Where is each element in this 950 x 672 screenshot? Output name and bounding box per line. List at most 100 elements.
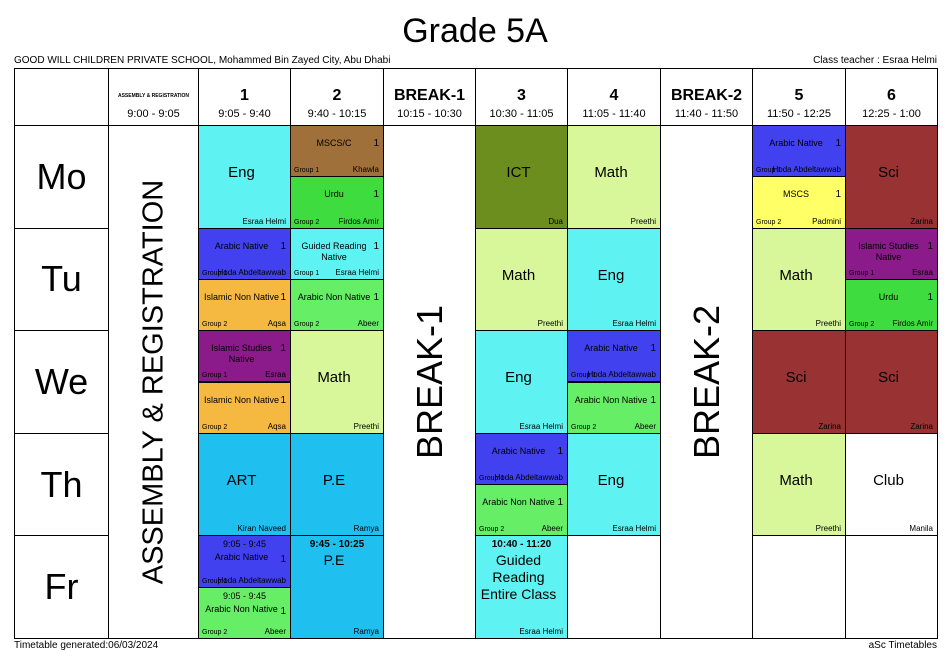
lesson-subject: Club — [873, 471, 904, 489]
corner-cell — [14, 68, 109, 126]
lesson-group: Group 2 — [294, 321, 320, 329]
column-header: BREAK-2 11:40 - 11:50 — [660, 68, 753, 126]
day-cell: Fr — [14, 535, 109, 639]
lesson: Eng Esraa Helmi — [475, 330, 568, 434]
lesson-group: Group 1 — [294, 167, 320, 175]
day-cell: Th — [14, 432, 109, 537]
lesson: Math Preethi — [475, 227, 568, 332]
lesson-subject: Arabic Native — [584, 343, 638, 354]
lesson-teacher: Ramya — [353, 524, 379, 534]
lesson-time: 9:05 - 9:45 — [222, 539, 267, 550]
column-time: 9:00 - 9:05 — [127, 108, 180, 120]
lesson-group: Group 1 — [571, 372, 597, 380]
column-label: 4 — [609, 87, 619, 104]
title: Grade 5A — [402, 12, 548, 50]
lesson-teacher: Ramya — [353, 626, 379, 636]
lesson-subject: Islamic Studies Native — [211, 343, 272, 365]
lesson-teacher: Esraa Helmi — [519, 626, 563, 636]
lesson-teacher: Zarina — [818, 421, 841, 431]
lesson-teacher: Zarina — [910, 216, 933, 226]
lesson: Islamic Non Native 1 Group 2 Aqsa — [198, 381, 291, 434]
lesson: Math Preethi — [290, 330, 384, 434]
column-header: 3 10:30 - 11:05 — [475, 68, 568, 126]
column-label: BREAK-1 — [393, 87, 466, 104]
lesson-time: 9:45 - 10:25 — [309, 539, 365, 551]
column-header: BREAK-1 10:15 - 10:30 — [383, 68, 476, 126]
lesson-group: Group 2 — [202, 321, 228, 329]
lesson: ICT Dua — [475, 125, 568, 229]
school: GOOD WILL CHILDREN PRIVATE SCHOOL, Moham… — [14, 55, 391, 66]
lesson-teacher: Zarina — [910, 421, 933, 431]
lesson: Eng Esraa Helmi — [567, 432, 661, 537]
column-label: 5 — [794, 87, 804, 104]
lesson: Arabic Non Native 1 Group 2 Abeer — [290, 278, 384, 332]
lesson-number: 1 — [650, 394, 656, 406]
lesson-time: 10:40 - 11:20 — [491, 539, 552, 551]
lesson-teacher: Hoda Abdeltawwab — [772, 165, 842, 175]
column-time: 11:05 - 11:40 — [582, 108, 646, 120]
lesson-group: Group 2 — [571, 423, 597, 431]
lesson-teacher: Esraa — [912, 267, 933, 277]
lesson-number: 1 — [280, 605, 286, 617]
lesson-subject: Math — [317, 369, 351, 387]
column-header: 6 12:25 - 1:00 — [845, 68, 938, 126]
lesson-subject: Arabic Non Native — [574, 394, 648, 405]
lesson-number: 1 — [280, 291, 286, 303]
full-column-cell: BREAK-1 — [383, 125, 476, 639]
lesson: MSCS/C 1 Group 1 Khawla — [290, 125, 384, 178]
lesson-teacher: Kiran Naveed — [237, 524, 286, 534]
generated: Timetable generated:06/03/2024 — [14, 640, 159, 651]
lesson-teacher: Dua — [548, 216, 563, 226]
column-header: 2 9:40 - 10:15 — [290, 68, 384, 126]
lesson-number: 1 — [557, 445, 563, 457]
lesson: Urdu 1 Group 2 Firdos Amir — [290, 176, 384, 229]
lesson: Eng Esraa Helmi — [567, 227, 661, 332]
lesson-subject: Eng — [505, 369, 532, 387]
lesson-teacher: Khawla — [352, 165, 379, 175]
column-header: 1 9:05 - 9:40 — [198, 68, 291, 126]
lesson: Arabic Native 1 Group 1 Hoda Abdeltawwab — [752, 125, 846, 178]
lesson-subject: MSCS — [782, 189, 809, 200]
lesson-number: 1 — [280, 554, 286, 566]
lesson-subject: Arabic Native — [491, 445, 546, 456]
lesson-number: 1 — [927, 291, 933, 303]
lesson: 10:40 - 11:20 Guided Reading Entire Class… — [475, 535, 568, 639]
lesson-group: Group 1 — [479, 475, 505, 483]
column-label: 3 — [517, 87, 526, 104]
lesson: Arabic Native 1 Group 1 Hoda Abdeltawwab — [567, 330, 661, 383]
lesson-group: Group 1 — [756, 167, 782, 175]
column-label: ASSEMBLY & REGISTRATION — [117, 93, 190, 99]
software: aSc Timetables — [868, 640, 937, 651]
lesson: MSCS 1 Group 2 Padmini — [752, 176, 846, 229]
lesson: Sci Zarina — [845, 330, 938, 434]
lesson: 9:05 - 9:45 Arabic Non Native 1 Group 2 Abee… — [198, 586, 291, 639]
lesson: ART Kiran Naveed — [198, 432, 291, 537]
day-cell: Tu — [14, 227, 109, 332]
lesson-teacher: Esraa Helmi — [335, 267, 379, 277]
lesson-subject: Math — [779, 266, 813, 284]
lesson: Math Preethi — [752, 227, 846, 332]
lesson-teacher: Aqsa — [267, 421, 286, 431]
lesson-number: 1 — [835, 138, 841, 149]
column-label: BREAK-2 — [670, 87, 743, 104]
full-column-cell: BREAK-2 — [660, 125, 753, 639]
lesson-group: Group 2 — [202, 423, 228, 431]
lesson-subject: Arabic Non Native — [482, 497, 555, 508]
column-time: 9:40 - 10:15 — [307, 108, 367, 120]
lesson-teacher: Hoda Abdeltawwab — [587, 370, 657, 380]
lesson-group: Group 1 — [202, 577, 228, 585]
column-header: ASSEMBLY & REGISTRATION 9:00 - 9:05 — [108, 68, 199, 126]
lesson-subject: Sci — [878, 369, 899, 387]
lesson: Club Manila — [845, 432, 938, 537]
lesson-subject: P.E — [322, 471, 346, 489]
lesson: Arabic Native 1 Group 1 Hoda Abdeltawwab — [198, 227, 291, 280]
lesson-teacher: Preethi — [353, 421, 379, 431]
lesson: Islamic Studies Native 1 Group 1 Esraa — [198, 330, 291, 383]
lesson-teacher: Preethi — [815, 319, 841, 329]
day-cell: Mo — [14, 125, 109, 229]
lesson: 9:45 - 10:25 P.E Ramya — [290, 535, 384, 639]
lesson-teacher: Esraa Helmi — [519, 421, 563, 431]
lesson-number: 1 — [373, 240, 379, 252]
lesson: Islamic Non Native 1 Group 2 Aqsa — [198, 278, 291, 332]
